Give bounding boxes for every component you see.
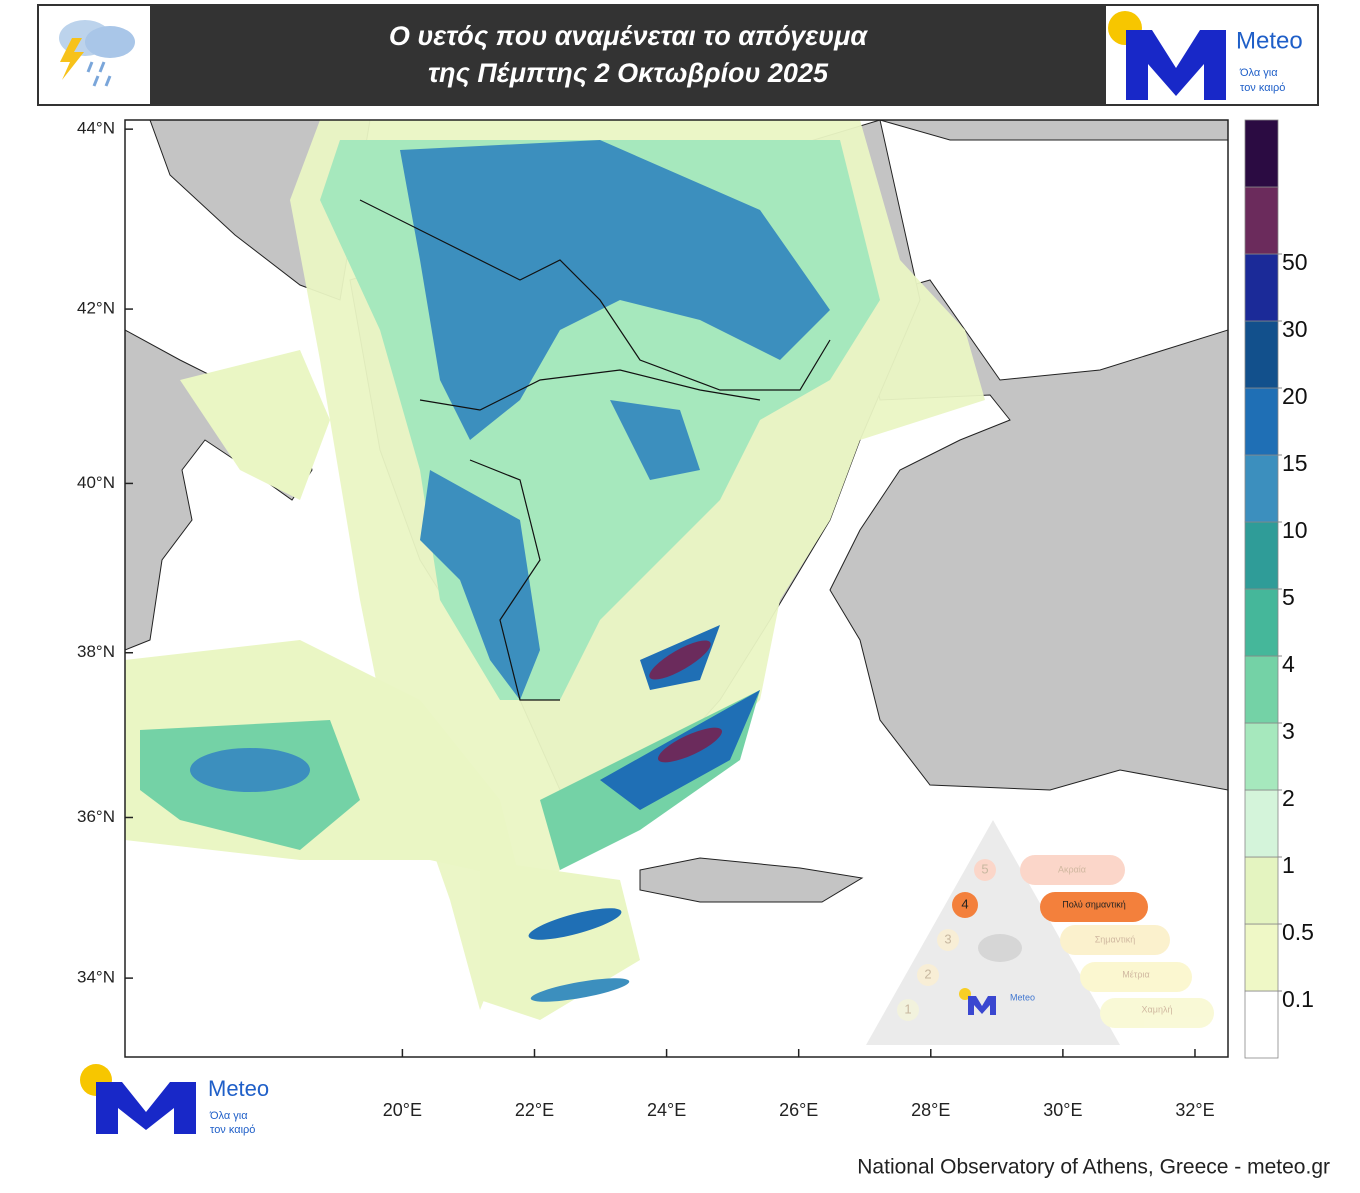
risk-number: 3 bbox=[944, 931, 951, 946]
y-tick-label: 44°N bbox=[77, 119, 115, 138]
risk-label: Πολύ σημαντική bbox=[1062, 899, 1126, 909]
risk-scale: Meteo bbox=[866, 820, 1214, 1045]
color-bin bbox=[1244, 320, 1279, 389]
risk-label: Μέτρια bbox=[1122, 969, 1149, 979]
risk-number: 5 bbox=[981, 861, 988, 876]
colorbar-label: 4 bbox=[1282, 651, 1295, 677]
color-bin bbox=[1244, 454, 1279, 523]
footer-logo: Meteo Όλα για τον καιρό bbox=[80, 1064, 269, 1136]
risk-number: 1 bbox=[904, 1001, 911, 1016]
color-bin bbox=[1244, 521, 1279, 590]
y-tick-label: 36°N bbox=[77, 807, 115, 826]
logo-tagline: Όλα για bbox=[1239, 67, 1278, 79]
colorbar-label: 2 bbox=[1282, 785, 1295, 811]
risk-label: Σημαντική bbox=[1095, 934, 1136, 944]
y-tick-label: 34°N bbox=[77, 968, 115, 987]
logo-name: Meteo bbox=[208, 1076, 269, 1101]
risk-label: Ακραία bbox=[1058, 864, 1086, 874]
x-tick-label: 28°E bbox=[911, 1100, 950, 1120]
risk-logo-name: Meteo bbox=[1010, 992, 1035, 1002]
weather-icon bbox=[59, 20, 135, 87]
x-tick-label: 26°E bbox=[779, 1100, 818, 1120]
colorbar-label: 0.5 bbox=[1282, 919, 1314, 945]
x-tick-label: 30°E bbox=[1043, 1100, 1082, 1120]
logo-tagline: τον καιρό bbox=[1240, 82, 1285, 94]
map-frame bbox=[124, 119, 1229, 1058]
x-tick-label: 24°E bbox=[647, 1100, 686, 1120]
map-area: Meteo 5 Ακραία 4 Πολύ σημαντική 3 Σημαντική 2 Μ… bbox=[125, 120, 1228, 1057]
color-bin bbox=[1244, 923, 1279, 992]
color-bin bbox=[1244, 186, 1279, 255]
y-tick-label: 40°N bbox=[77, 473, 115, 492]
colorbar-label: 5 bbox=[1282, 584, 1295, 610]
colorbar-label: 10 bbox=[1282, 517, 1308, 543]
color-bin bbox=[1244, 789, 1279, 858]
color-bin bbox=[1244, 253, 1279, 322]
colorbar-label: 3 bbox=[1282, 718, 1295, 744]
colorbar-label: 50 bbox=[1282, 249, 1308, 275]
color-bin bbox=[1244, 119, 1279, 188]
risk-number: 2 bbox=[924, 966, 931, 981]
title-line: Ο υετός που αναμένεται το απόγευμα bbox=[389, 21, 869, 51]
logo-tagline: τον καιρό bbox=[210, 1124, 255, 1136]
y-tick-label: 42°N bbox=[77, 299, 115, 318]
header-logo: Meteo Όλα για τον καιρό bbox=[1108, 11, 1303, 100]
x-tick-label: 22°E bbox=[515, 1100, 554, 1120]
colorbar-label: 20 bbox=[1282, 383, 1308, 409]
color-bin bbox=[1244, 655, 1279, 724]
color-bin bbox=[1244, 722, 1279, 791]
logo-name: Meteo bbox=[1236, 27, 1303, 54]
risk-number: 4 bbox=[961, 896, 968, 911]
colorbar-label: 1 bbox=[1282, 852, 1295, 878]
risk-label: Χαμηλή bbox=[1142, 1004, 1173, 1014]
color-bin bbox=[1244, 856, 1279, 925]
colorbar-label: 30 bbox=[1282, 316, 1308, 342]
y-tick-label: 38°N bbox=[77, 642, 115, 661]
color-bin bbox=[1244, 387, 1279, 456]
colorbar-label: 15 bbox=[1282, 450, 1308, 476]
credit: National Observatory of Athens, Greece -… bbox=[857, 1156, 1330, 1179]
rain-field bbox=[125, 120, 985, 1020]
borders bbox=[359, 199, 831, 701]
colorbar-label: 0.1 bbox=[1282, 986, 1314, 1012]
color-bin bbox=[1244, 588, 1279, 657]
logo-tagline: Όλα για bbox=[209, 1110, 248, 1122]
x-tick-label: 20°E bbox=[383, 1100, 422, 1120]
x-tick-label: 32°E bbox=[1175, 1100, 1214, 1120]
header-band bbox=[150, 6, 1106, 104]
color-bin bbox=[1244, 990, 1279, 1059]
title-line: της Πέμπτης 2 Οκτωβρίου 2025 bbox=[428, 58, 829, 88]
